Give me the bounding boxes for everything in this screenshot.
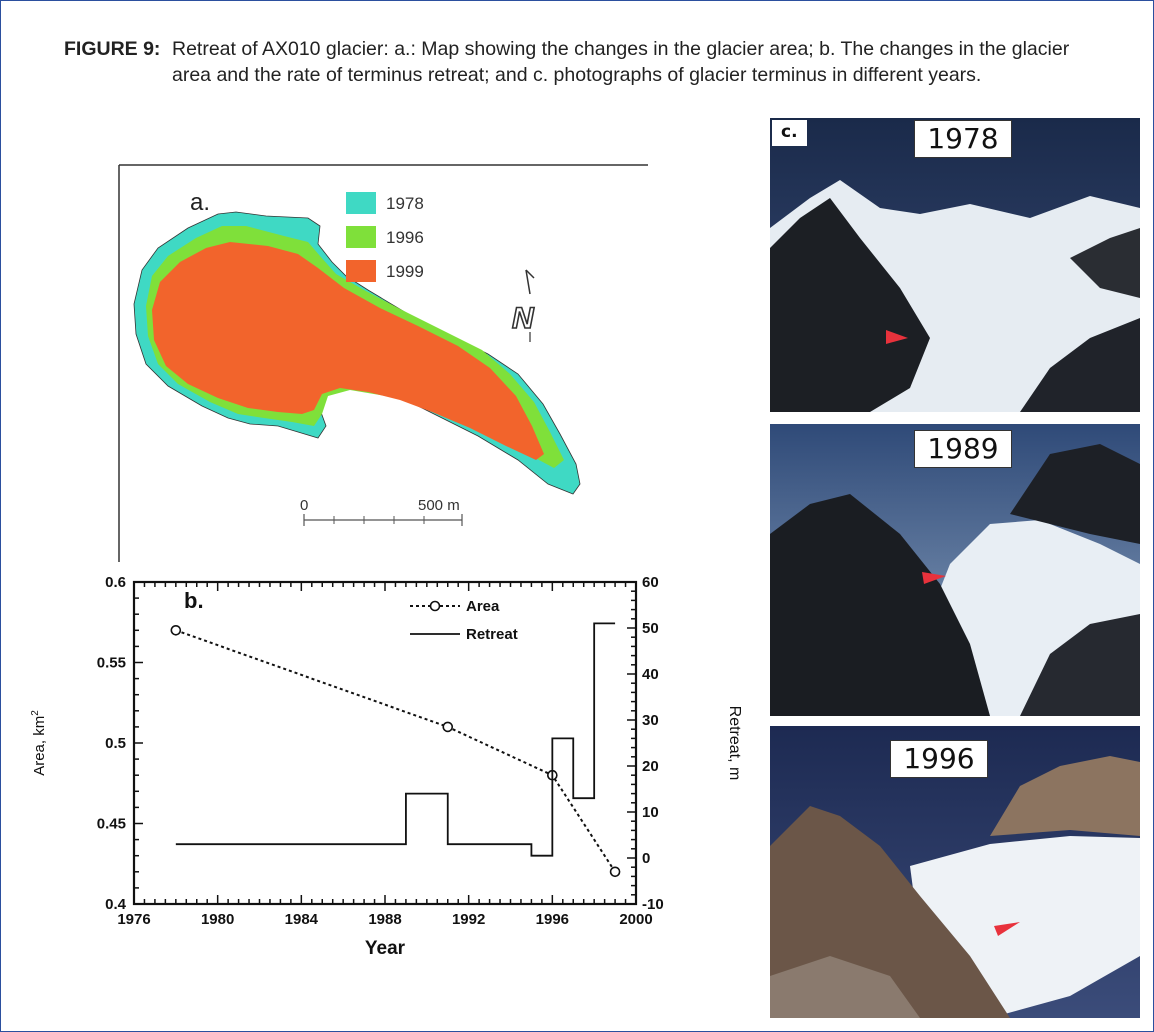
scale-bar: 0 500 m	[300, 497, 463, 526]
figure-caption: FIGURE 9: Retreat of AX010 glacier: a.: …	[64, 36, 1074, 88]
legend-swatch-1996	[346, 226, 376, 248]
photo-year-label: 1996	[890, 740, 988, 778]
y-right-tick-label: 30	[642, 712, 659, 729]
area-retreat-chart: 1976 1980 1984 1988 1992 1996 2000 0.4 0.45 0.5 0.…	[30, 574, 743, 959]
x-tick-label: 1992	[452, 911, 485, 928]
area-point	[442, 721, 454, 733]
map-panel-label: a.	[190, 189, 210, 216]
x-tick-label: 1976	[117, 911, 150, 928]
x-axis-label: Year	[365, 938, 406, 959]
y-right-tick-label: 50	[642, 620, 659, 637]
photo-1996: 1996	[770, 726, 1140, 1018]
map-legend: 1978 1996 1999	[346, 192, 424, 282]
retreat-series-line	[175, 622, 616, 857]
y-right-axis-label: Retreat, m	[726, 706, 743, 781]
photo-1989: 1989	[770, 424, 1140, 716]
photo-1978-image	[770, 118, 1140, 412]
y-left-axis-superscript: 2	[30, 710, 41, 716]
caption-text: Retreat of AX010 glacier: a.: Map showin…	[172, 38, 1070, 86]
legend-label-1996: 1996	[386, 228, 424, 247]
y-right-tick-label: -10	[642, 896, 664, 913]
legend-area-label: Area	[466, 598, 500, 615]
y-left-tick-label: 0.6	[105, 574, 126, 591]
legend-label-1978: 1978	[386, 194, 424, 213]
y-left-tick-label: 0.45	[97, 816, 126, 833]
photo-panel-label: c.	[772, 120, 807, 146]
area-point	[609, 866, 621, 878]
plot-frame	[132, 580, 638, 906]
y-left-tick-label: 0.4	[105, 896, 127, 913]
legend-area-marker	[429, 600, 441, 612]
area-point	[170, 624, 182, 636]
area-series-line	[175, 629, 616, 873]
chart-panel: 1976 1980 1984 1988 1992 1996 2000 0.4 0.45 0.5 0.…	[30, 568, 750, 968]
photo-year-label: 1989	[914, 430, 1012, 468]
photo-1978: c. 1978	[770, 118, 1140, 412]
photo-1989-image	[770, 424, 1140, 716]
x-tick-label: 2000	[619, 911, 652, 928]
x-tick-label: 1980	[201, 911, 234, 928]
y-right-tick-label: 10	[642, 804, 659, 821]
y-right-tick-label: 20	[642, 758, 659, 775]
scale-end-label: 500 m	[418, 497, 460, 514]
legend-swatch-1999	[346, 260, 376, 282]
north-label: N	[512, 302, 535, 335]
legend-swatch-1978	[346, 192, 376, 214]
y-left-tick-label: 0.55	[97, 655, 126, 672]
legend-label-1999: 1999	[386, 262, 424, 281]
x-tick-label: 1996	[536, 911, 569, 928]
x-tick-label: 1984	[285, 911, 319, 928]
north-arrow-icon: N	[511, 269, 536, 342]
y-left-tick-label: 0.5	[105, 735, 126, 752]
map-panel: a. 1978 1996 1999 N 0 500 m	[118, 164, 648, 564]
chart-panel-label: b.	[184, 588, 204, 613]
photo-year-label: 1978	[914, 120, 1012, 158]
scale-start-label: 0	[300, 497, 308, 514]
glacier-map: a. 1978 1996 1999 N 0 500 m	[118, 164, 648, 562]
y-right-tick-label: 40	[642, 666, 659, 683]
x-tick-label: 1988	[368, 911, 401, 928]
y-right-tick-label: 0	[642, 850, 650, 867]
y-left-axis-label: Area, km2	[30, 710, 48, 776]
legend-retreat-label: Retreat	[466, 626, 518, 643]
caption-label: FIGURE 9:	[64, 38, 161, 60]
y-right-tick-label: 60	[642, 574, 659, 591]
glacier-outline-1999	[152, 242, 544, 460]
